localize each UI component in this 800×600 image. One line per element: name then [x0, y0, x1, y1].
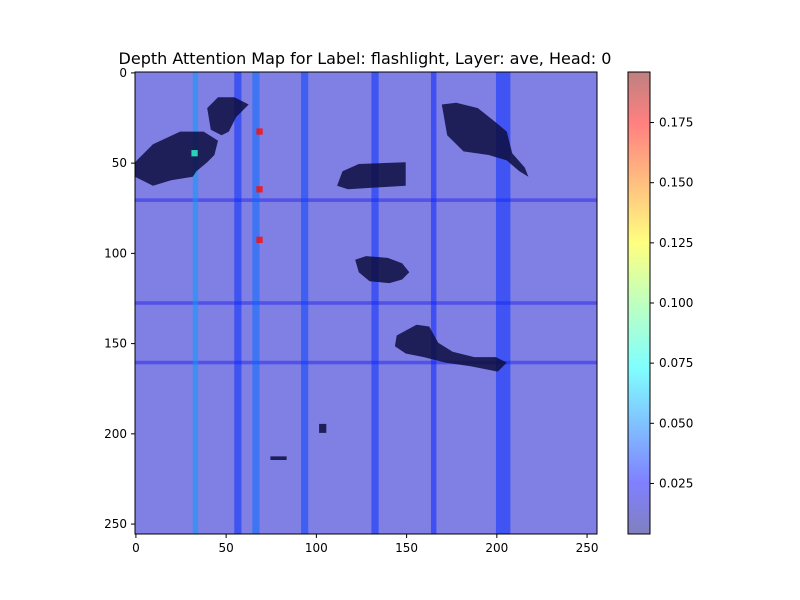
colorbar-ticks: 0.025 0.050 0.075 0.100 0.125 0.150 0.175: [650, 116, 693, 490]
y-axis: 0 50 100 150 200 250: [104, 66, 135, 531]
colorbar-bar: [628, 72, 650, 534]
y-tick-label: 200: [104, 427, 127, 441]
colorbar-tick-label: 0.150: [659, 176, 693, 190]
colorbar-tick-label: 0.075: [659, 356, 693, 370]
heatmap-vertical-band: [430, 72, 437, 534]
y-tick-label: 100: [104, 246, 127, 260]
x-tick-label: 150: [395, 541, 418, 555]
x-axis: 0 50 100 150 200 250: [132, 534, 599, 555]
heatmap-hot-spot: [256, 128, 263, 135]
heatmap-dark-region: [135, 131, 218, 186]
heatmap-vertical-band: [301, 72, 309, 534]
colorbar-tick-label: 0.050: [659, 416, 693, 430]
colorbar: 0.025 0.050 0.075 0.100 0.125 0.150 0.175: [627, 71, 693, 535]
y-tick-label: 150: [104, 337, 127, 351]
heatmap: [135, 72, 597, 534]
heatmap-hot-spot: [256, 236, 263, 243]
x-tick-label: 50: [218, 541, 233, 555]
heatmap-dark-region: [319, 423, 327, 433]
heatmap-horizontal-band: [135, 301, 597, 305]
heatmap-hot-spot: [256, 186, 263, 193]
heatmap-horizontal-band: [135, 360, 597, 365]
y-tick-label: 0: [119, 66, 127, 80]
heatmap-dark-region: [441, 102, 529, 177]
y-tick-label: 50: [112, 156, 127, 170]
heatmap-dark-region: [355, 256, 410, 284]
x-tick-label: 0: [132, 541, 140, 555]
colorbar-tick-label: 0.175: [659, 116, 693, 130]
x-tick-label: 250: [576, 541, 599, 555]
colorbar-tick-label: 0.100: [659, 296, 693, 310]
x-tick-label: 200: [485, 541, 508, 555]
heatmap-horizontal-band: [135, 198, 597, 202]
heatmap-vertical-band: [192, 72, 199, 534]
plot-frame: [134, 71, 598, 535]
heatmap-dark-region: [394, 324, 507, 372]
heatmap-vertical-band: [495, 72, 511, 534]
heatmap-vertical-band: [371, 72, 379, 534]
colorbar-tick-label: 0.125: [659, 236, 693, 250]
heatmap-dark-region: [207, 97, 249, 136]
heatmap-hot-spot: [191, 150, 198, 157]
heatmap-dark-region: [337, 162, 406, 190]
chart-title: Depth Attention Map for Label: flashligh…: [119, 49, 612, 68]
heatmap-dark-region: [270, 456, 287, 460]
heatmap-vertical-band: [252, 72, 260, 534]
heatmap-vertical-band: [234, 72, 242, 534]
x-tick-label: 100: [305, 541, 328, 555]
colorbar-tick-label: 0.025: [659, 476, 693, 490]
y-tick-label: 250: [104, 517, 127, 531]
